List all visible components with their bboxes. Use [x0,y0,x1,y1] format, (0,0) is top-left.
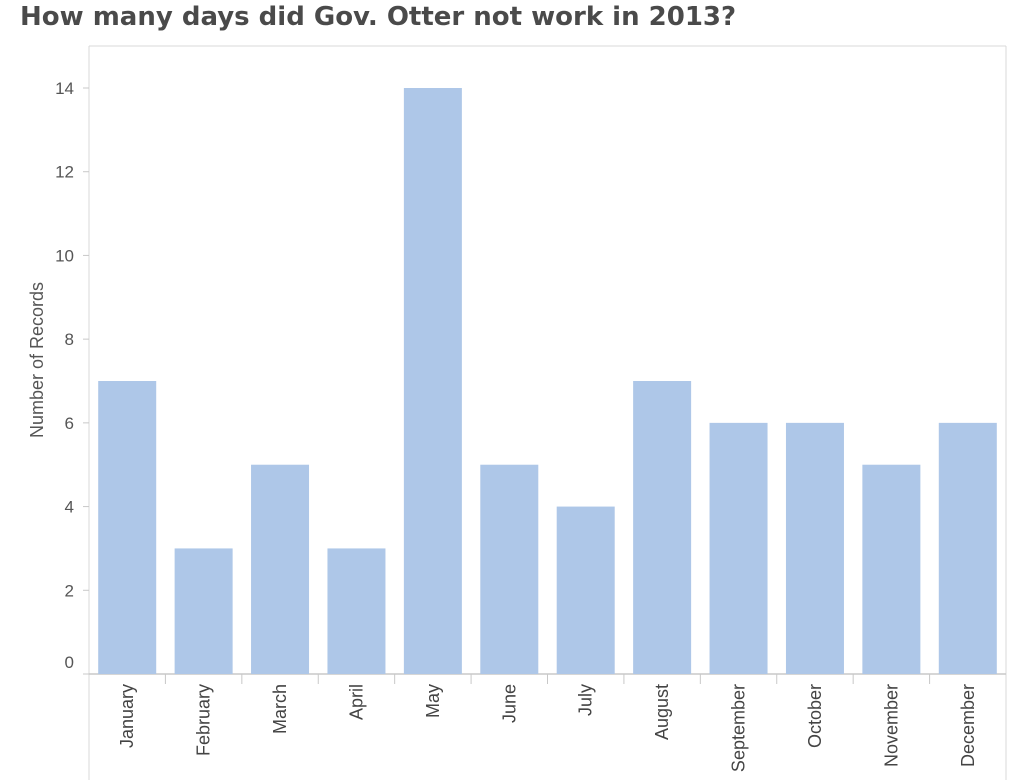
x-tick-label: April [346,684,366,720]
y-tick-label: 0 [65,653,74,672]
y-axis-title: Number of Records [27,282,47,438]
y-tick-label: 12 [55,163,74,182]
bar-april [327,548,386,674]
x-tick-label: February [194,684,214,756]
x-tick-label: May [423,684,443,718]
x-tick-label: March [270,684,290,734]
x-tick-label: October [805,684,825,748]
bar-june [480,464,539,674]
y-tick-label: 14 [55,79,74,98]
bar-february [174,548,233,674]
y-tick-label: 8 [65,330,74,349]
bar-january [98,381,157,674]
bars [98,88,997,674]
x-tick-label: November [881,684,901,767]
bar-september [709,422,768,674]
x-tick-label: June [499,684,519,723]
bar-july [556,506,615,674]
x-tick-label: January [117,684,137,748]
x-tick-label: August [652,684,672,740]
x-tick-label: September [729,684,749,772]
bar-august [633,381,692,674]
y-axis: 0 2 4 6 8 10 12 14 [55,79,89,675]
bar-october [785,422,844,674]
x-tick-label: December [958,684,978,767]
y-tick-label: 2 [65,581,74,600]
bar-november [862,464,921,674]
x-axis: January February March April May June July Augu… [117,674,978,772]
bar-march [251,464,310,674]
bar-may [403,88,462,674]
y-tick-label: 10 [55,246,74,265]
y-tick-label: 4 [65,498,74,517]
x-tick-label: July [576,684,596,716]
chart-title: How many days did Gov. Otter not work in… [20,2,737,32]
y-tick-label: 6 [65,414,74,433]
bar-december [938,422,997,674]
